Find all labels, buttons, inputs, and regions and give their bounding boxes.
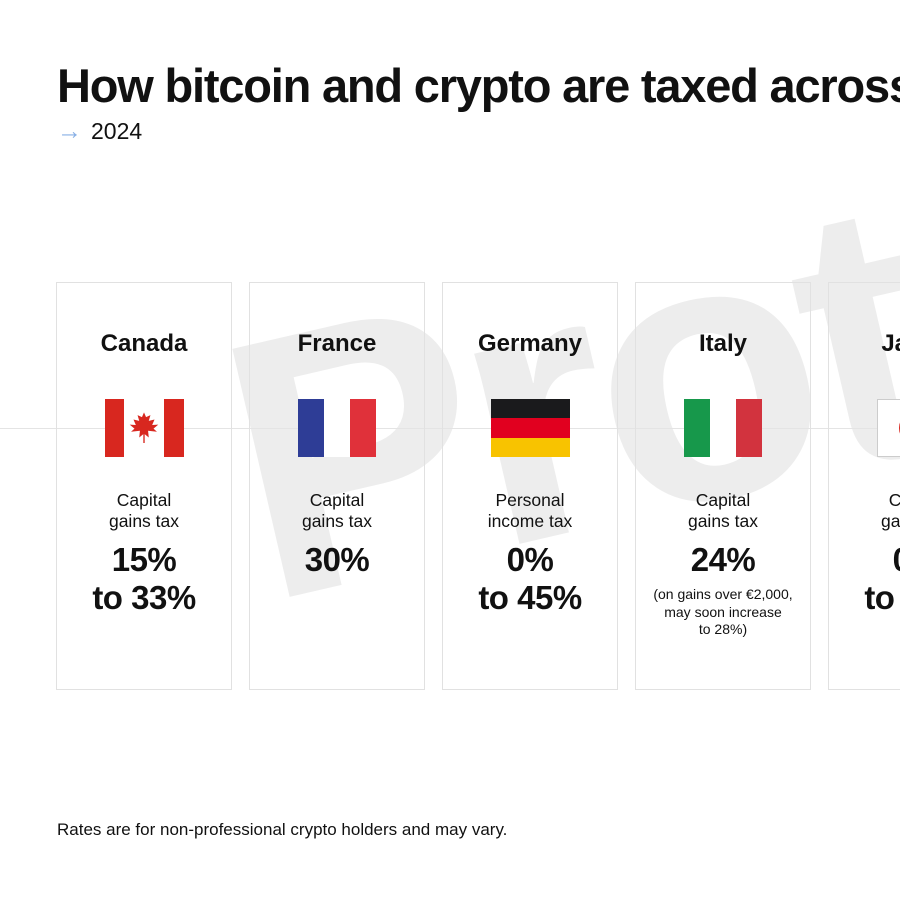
flag-band [490, 418, 570, 438]
tax-rate: 0% to 45% [478, 541, 582, 616]
flag-band [490, 437, 570, 457]
flag-band [297, 399, 324, 457]
tax-rate: 24% [690, 541, 756, 578]
country-name: Canada [100, 330, 188, 357]
tax-type-label: Capital gains tax [301, 490, 373, 531]
japan-flag-icon [876, 399, 900, 457]
country-name: Italy [698, 330, 748, 357]
flag-band [124, 399, 164, 457]
subtitle: → 2024 [57, 118, 142, 145]
flag-band [683, 399, 710, 457]
country-name: Germany [477, 330, 583, 357]
card-france: France Capital gains tax 30% [249, 282, 425, 690]
tax-rate: 15% to 33% [92, 541, 196, 616]
card-germany: Germany Personal income tax 0% to 45% [442, 282, 618, 690]
flag-band [350, 399, 377, 457]
tax-rate-note: (on gains over €2,000, may soon increase… [653, 586, 793, 637]
tax-rate: 0% to 55% [864, 541, 900, 616]
canada-flag-icon [104, 399, 184, 457]
footnote: Rates are for non-professional crypto ho… [57, 820, 508, 839]
card-italy: Italy Capital gains tax 24% (on gains ov… [635, 282, 811, 690]
year-label: 2024 [91, 118, 143, 144]
page-title: How bitcoin and crypto are taxed across … [57, 59, 900, 112]
france-flag-icon [297, 399, 377, 457]
flag-band [736, 399, 763, 457]
country-name: France [297, 330, 377, 357]
tax-type-label: Personal income tax [487, 490, 573, 531]
flag-band [323, 399, 351, 457]
flag-band [709, 399, 737, 457]
card-canada: Canada Capital gains tax 15% to 33% [56, 282, 232, 690]
row-divider-line [0, 428, 900, 429]
germany-flag-icon [490, 399, 570, 457]
card-japan: Japan Capital gains tax 0% to 55% [828, 282, 900, 690]
country-name: Japan [881, 330, 900, 357]
flag-band [163, 399, 184, 457]
arrow-right-icon: → [57, 117, 82, 145]
flag-band [104, 399, 125, 457]
tax-type-label: Capital gains tax [108, 490, 180, 531]
tax-type-label: Capital gains tax [687, 490, 759, 531]
tax-type-label: Capital gains tax [880, 490, 900, 531]
italy-flag-icon [683, 399, 763, 457]
country-cards-row: Canada Capital gains tax 15% to 33% Fran… [56, 282, 900, 690]
flag-band [876, 399, 900, 457]
tax-rate: 30% [304, 541, 370, 578]
maple-leaf-icon [129, 412, 159, 443]
flag-band [490, 399, 570, 419]
